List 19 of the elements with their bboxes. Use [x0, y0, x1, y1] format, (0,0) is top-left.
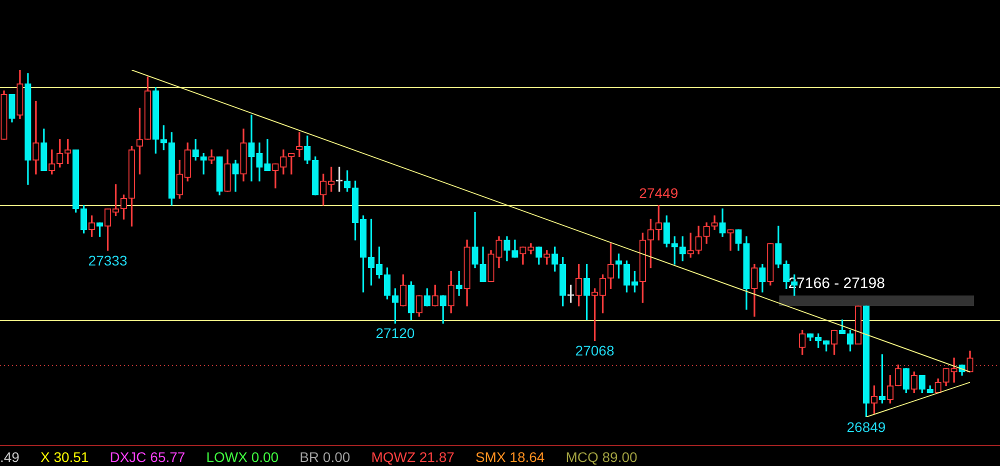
- text: LOWX 0.00: [206, 448, 279, 464]
- annotation: 26849: [846, 418, 886, 435]
- annotation: 27333: [88, 252, 128, 268]
- candlestick: [264, 139, 271, 171]
- text: MCQ 89.00: [566, 448, 638, 464]
- candlestick: [32, 100, 40, 174]
- text: MQWZ 21.87: [371, 448, 454, 464]
- annotation: 27068: [575, 342, 614, 359]
- candlestick: [727, 229, 734, 251]
- text: BR 0.00: [300, 448, 350, 464]
- candlestick: [950, 358, 958, 383]
- candlestick: [456, 270, 462, 296]
- text: X 30.51: [40, 448, 89, 464]
- annotation: 27120: [376, 325, 415, 342]
- text: SMX 18.64: [475, 448, 545, 464]
- candlestick: [248, 114, 255, 182]
- text: DXJC 65.77: [110, 448, 186, 464]
- text: .49: [0, 448, 20, 464]
- annotation: 27449: [639, 185, 678, 202]
